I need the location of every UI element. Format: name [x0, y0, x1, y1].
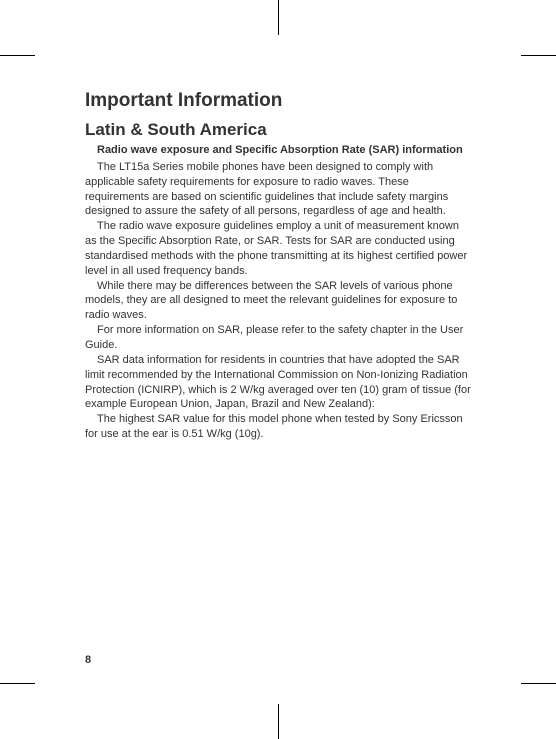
paragraph-sar-unit: The radio wave exposure guidelines emplo… [85, 219, 471, 278]
crop-mark-right-top [521, 55, 556, 56]
crop-mark-bottom [278, 704, 279, 739]
crop-mark-left-bottom [0, 683, 35, 684]
paragraph-more-info: For more information on SAR, please refe… [85, 323, 471, 353]
subheading-sar: Radio wave exposure and Specific Absorpt… [85, 143, 471, 158]
heading-main: Important Information [85, 90, 471, 112]
paragraph-icnirp: SAR data information for residents in co… [85, 353, 471, 412]
crop-mark-left-top [0, 55, 35, 56]
paragraph-intro: The LT15a Series mobile phones have been… [85, 160, 471, 219]
page-content: Important Information Latin & South Amer… [55, 55, 501, 684]
paragraph-differences: While there may be differences between t… [85, 279, 471, 324]
crop-mark-top [278, 0, 279, 35]
crop-mark-right-bottom [521, 683, 556, 684]
page-number: 8 [85, 654, 91, 666]
heading-region: Latin & South America [85, 120, 471, 140]
paragraph-sar-value: The highest SAR value for this model pho… [85, 412, 471, 442]
